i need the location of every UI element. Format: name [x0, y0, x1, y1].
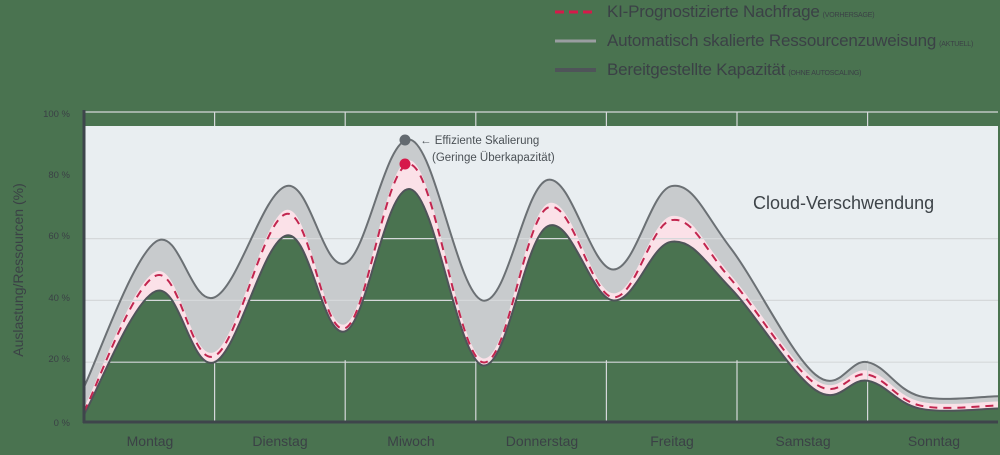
- legend-item-forecast: KI-Prognostizierte Nachfrage (Vorhersage): [607, 2, 1000, 24]
- annotation-line-1: ← Effiziente Skalierung: [420, 135, 540, 147]
- x-tick-dienstag: Dienstag: [252, 433, 308, 449]
- legend-note: (Ohne Autoscaling): [788, 70, 862, 77]
- y-tick-80: 80 %: [48, 170, 70, 181]
- legend-label-forecast: KI-Prognostizierte Nachfrage (Vorhersage): [607, 2, 875, 22]
- y-tick-40: 40 %: [48, 293, 70, 304]
- cloud-waste-label: Cloud-Verschwendung: [753, 193, 935, 213]
- y-tick-100: 100 %: [43, 109, 70, 120]
- legend-item-autoscale: Automatisch skalierte Ressourcenzuweisun…: [607, 31, 1000, 53]
- x-tick-samstag: Samstag: [775, 433, 831, 449]
- legend-text: Bereitgestellte Kapazität: [607, 60, 786, 79]
- legend-note: (Aktuell): [939, 41, 974, 48]
- efficient-scaling-dot: [399, 134, 411, 146]
- legend-item-capacity: Bereitgestellte Kapazität (Ohne Autoscali…: [607, 60, 1000, 82]
- x-tick-montag: Montag: [126, 433, 174, 449]
- below-capacity-area: [84, 188, 998, 421]
- annotation-line-2: (Geringe Überkapazität): [432, 152, 555, 164]
- legend-label-capacity: Bereitgestellte Kapazität (Ohne Autoscali…: [607, 60, 861, 80]
- y-axis-title: Auslastung/Ressourcen (%): [10, 183, 26, 357]
- x-tick-donnerstag: Donnerstag: [505, 433, 579, 449]
- legend-text: KI-Prognostizierte Nachfrage: [607, 2, 820, 21]
- x-tick-mittwoch: Miwoch: [387, 433, 435, 449]
- y-tick-60: 60 %: [48, 231, 70, 242]
- x-tick-sonntag: Sonntag: [907, 433, 961, 449]
- legend-note: (Vorhersage): [822, 12, 875, 19]
- autoscale-line: [83, 138, 999, 400]
- legend-text: Automatisch skalierte Ressourcenzuweisun…: [607, 31, 937, 50]
- legend-label-autoscale: Automatisch skalierte Ressourcenzuweisun…: [607, 31, 973, 51]
- y-tick-20: 20 %: [48, 354, 70, 365]
- capacity-line: [83, 188, 999, 416]
- gridlines: [84, 112, 998, 421]
- forecast-peak-dot: [399, 158, 411, 170]
- forecast-line: [83, 163, 999, 413]
- x-tick-freitag: Freitag: [650, 433, 694, 449]
- y-tick-0: 0 %: [53, 418, 70, 429]
- efficient-scaling-annotation: ← Effiziente Skalierung (Geringe Überkap…: [420, 133, 555, 167]
